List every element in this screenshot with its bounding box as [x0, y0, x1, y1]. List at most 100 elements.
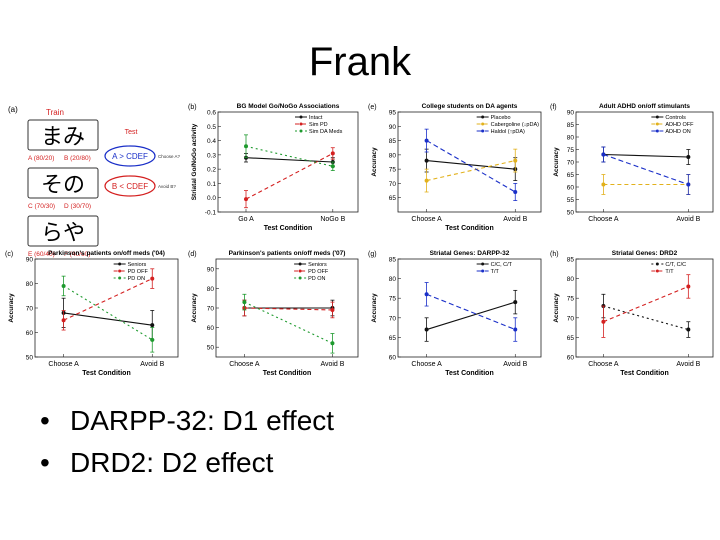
y-tick-label: 60: [389, 355, 397, 362]
reward-probability-right: D (30/70): [64, 203, 91, 210]
stimulus-pair-box: [27, 167, 99, 199]
y-tick-label: 60: [567, 355, 575, 362]
legend-marker: [298, 262, 302, 266]
x-axis-label: Test Condition: [264, 225, 312, 232]
y-tick-label: 80: [389, 276, 397, 283]
legend-marker: [299, 122, 303, 126]
series-line: [245, 145, 333, 167]
y-tick-label: 75: [389, 167, 397, 174]
legend-marker: [299, 129, 303, 133]
y-tick-label: 85: [567, 257, 575, 264]
x-tick-label: Choose A: [229, 361, 260, 368]
legend-label: Sim DA Meds: [309, 129, 343, 135]
x-tick-label: Choose A: [48, 361, 79, 368]
legend-label: Seniors: [308, 262, 327, 268]
y-tick-label: 65: [389, 195, 397, 202]
series-line: [245, 157, 333, 163]
chart-title: Parkinson's patients on/off meds ('04): [48, 250, 165, 257]
figure-panel-grid: (a) Train まみ A (80/20) B (20/80) その C (70/30) D…: [5, 103, 714, 377]
data-point: [424, 138, 429, 143]
stimulus-glyphs: その: [41, 172, 85, 197]
data-point: [330, 164, 335, 169]
data-point: [686, 155, 691, 159]
chart-panel-e: (e) College students on DA agents 65 70 75 80…: [368, 103, 542, 232]
bullet-item: DARPP-32: D1 effect: [40, 400, 334, 442]
panel-letter: (h): [550, 251, 559, 258]
legend-marker: [298, 269, 302, 273]
y-tick-label: 80: [567, 276, 575, 283]
y-tick-label: 85: [567, 122, 575, 129]
legend-marker: [481, 269, 485, 273]
legend-label: C/C, C/T: [491, 262, 513, 268]
legend-marker: [481, 262, 485, 266]
y-tick-label: 0.6: [207, 110, 216, 117]
data-point: [424, 178, 429, 183]
legend-marker: [655, 269, 659, 273]
test-condition-note: Avoid B?: [158, 184, 176, 189]
reward-probability-left: E (60/40): [28, 251, 55, 258]
chart-panel-f: (f) Adult ADHD on/off stimulants 50 55 60 65 7…: [550, 103, 714, 223]
y-tick-label: 65: [567, 335, 575, 342]
data-point: [424, 158, 429, 163]
data-point: [61, 318, 66, 323]
series-line: [244, 307, 333, 311]
y-tick-label: 90: [26, 257, 34, 264]
legend-marker: [481, 122, 485, 126]
legend-label: T/T: [665, 269, 674, 275]
x-axis-label: Test Condition: [620, 370, 668, 377]
y-tick-label: 60: [26, 330, 34, 337]
x-tick-label: Choose A: [588, 361, 619, 368]
x-tick-label: Avoid B: [503, 216, 527, 223]
legend-label: Intact: [309, 115, 323, 121]
legend-label: Controls: [665, 115, 686, 121]
test-condition-label: B < CDEF: [112, 182, 148, 191]
chart-panel-g: (g) Striatal Genes: DARPP-32 60 65 70 75 80 85 C…: [368, 250, 542, 377]
legend-label: PD ON: [128, 276, 145, 282]
data-point: [601, 152, 606, 157]
y-tick-label: 50: [207, 345, 215, 352]
y-tick-label: 70: [26, 306, 34, 313]
y-tick-label: 90: [207, 266, 215, 273]
y-tick-label: 70: [207, 306, 215, 313]
y-tick-label: 80: [207, 286, 215, 293]
data-point: [513, 327, 518, 332]
y-tick-label: -0.1: [205, 210, 217, 217]
y-tick-label: 50: [567, 210, 575, 217]
data-point: [330, 307, 335, 312]
data-point: [686, 327, 691, 332]
legend-label: ADHD ON: [665, 129, 690, 135]
series-line: [426, 301, 516, 331]
legend-marker: [118, 269, 122, 273]
legend-label: Seniors: [128, 262, 147, 268]
legend-label: Sim PD: [309, 122, 328, 128]
plot-frame: [397, 258, 542, 358]
data-point: [601, 182, 606, 187]
data-point: [61, 283, 66, 288]
series-line: [603, 153, 689, 158]
test-condition-note: Choose A?: [158, 154, 181, 159]
x-tick-label: Avoid B: [676, 216, 700, 223]
data-point: [244, 197, 248, 202]
bullet-item: DRD2: D2 effect: [40, 442, 334, 484]
legend-marker: [655, 115, 659, 119]
x-axis-label: Test Condition: [445, 225, 493, 232]
chart-title: Parkinson's patients on/off meds ('07): [229, 250, 346, 257]
stimulus-pair-box: [27, 215, 99, 247]
y-axis-label: Accuracy: [8, 293, 15, 323]
panel-a-task-diagram: (a) Train まみ A (80/20) B (20/80) その C (70/30) D…: [8, 105, 181, 258]
y-tick-label: 70: [567, 160, 575, 167]
legend-marker: [655, 129, 659, 133]
y-tick-label: 60: [207, 325, 215, 332]
data-point: [513, 158, 518, 163]
x-axis-label: Test Condition: [445, 370, 493, 377]
y-axis-label: Accuracy: [553, 293, 560, 323]
data-point: [424, 292, 429, 297]
series-line: [426, 293, 516, 331]
series-line: [603, 305, 689, 331]
y-tick-label: 80: [567, 135, 575, 142]
data-point: [513, 300, 518, 305]
chart-title: Striatal Genes: DRD2: [612, 250, 678, 257]
x-tick-label: Choose A: [411, 361, 442, 368]
series-line: [426, 140, 516, 193]
chart-title: Striatal Genes: DARPP-32: [430, 250, 510, 257]
